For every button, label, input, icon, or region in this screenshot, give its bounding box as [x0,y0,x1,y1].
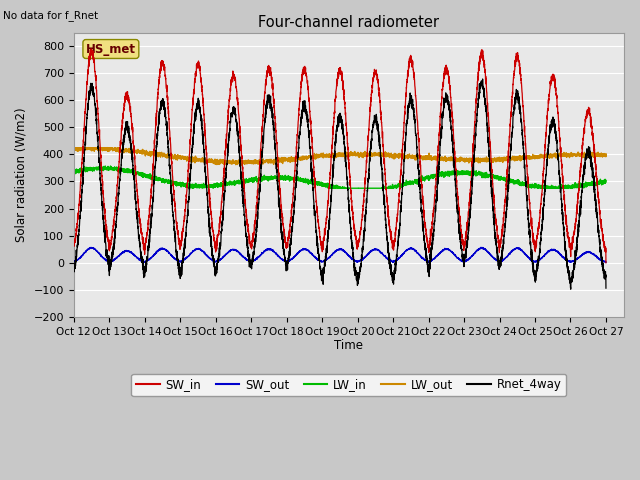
Legend: SW_in, SW_out, LW_in, LW_out, Rnet_4way: SW_in, SW_out, LW_in, LW_out, Rnet_4way [131,374,566,396]
Text: HS_met: HS_met [86,43,136,56]
Title: Four-channel radiometer: Four-channel radiometer [258,15,439,30]
Y-axis label: Solar radiation (W/m2): Solar radiation (W/m2) [15,108,28,242]
Text: No data for f_Rnet: No data for f_Rnet [3,11,99,22]
X-axis label: Time: Time [334,339,364,352]
